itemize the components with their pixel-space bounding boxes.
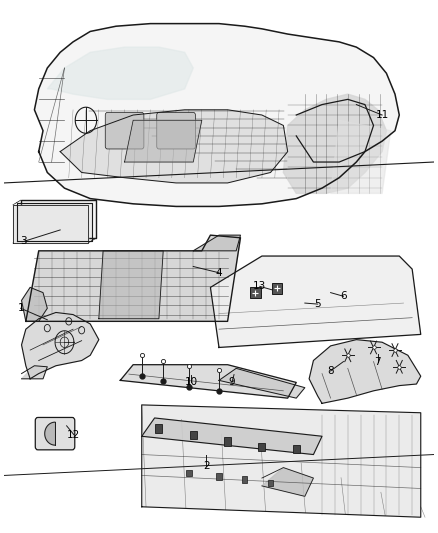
Bar	[242, 477, 247, 483]
Polygon shape	[120, 365, 296, 398]
Text: 3: 3	[21, 237, 27, 246]
Polygon shape	[21, 200, 96, 238]
Polygon shape	[331, 120, 391, 193]
FancyBboxPatch shape	[35, 417, 75, 450]
Bar	[268, 480, 273, 486]
Polygon shape	[124, 120, 202, 162]
Polygon shape	[283, 94, 386, 193]
Text: 5: 5	[314, 299, 321, 309]
Text: 12: 12	[67, 430, 81, 440]
Text: 10: 10	[184, 377, 198, 387]
Text: 11: 11	[375, 110, 389, 120]
FancyBboxPatch shape	[105, 112, 144, 149]
Text: 9: 9	[229, 377, 235, 387]
Polygon shape	[21, 287, 47, 321]
Bar	[187, 470, 191, 476]
Polygon shape	[21, 366, 47, 379]
Bar	[293, 445, 300, 454]
Polygon shape	[47, 47, 193, 99]
Polygon shape	[309, 340, 421, 403]
Polygon shape	[60, 110, 288, 183]
Bar	[251, 287, 261, 298]
Polygon shape	[26, 235, 240, 321]
Bar	[224, 437, 231, 446]
Text: 1: 1	[18, 303, 24, 313]
Text: 7: 7	[374, 357, 381, 367]
Text: 6: 6	[340, 291, 347, 301]
Polygon shape	[262, 467, 314, 496]
Polygon shape	[193, 235, 240, 251]
Text: 2: 2	[203, 461, 209, 471]
Polygon shape	[13, 205, 88, 243]
Polygon shape	[210, 256, 421, 348]
Bar	[190, 431, 197, 439]
Bar	[258, 442, 265, 451]
Polygon shape	[21, 312, 99, 379]
Bar	[216, 473, 222, 480]
Bar	[155, 424, 162, 433]
Text: 13: 13	[253, 281, 266, 292]
Polygon shape	[35, 23, 399, 206]
Polygon shape	[142, 405, 421, 517]
Polygon shape	[219, 368, 305, 398]
Polygon shape	[142, 418, 322, 455]
Polygon shape	[45, 422, 55, 445]
Polygon shape	[17, 203, 92, 240]
FancyBboxPatch shape	[157, 112, 195, 149]
Text: 8: 8	[327, 366, 334, 376]
Text: 4: 4	[215, 268, 223, 278]
Bar	[272, 283, 282, 294]
Polygon shape	[99, 251, 163, 319]
